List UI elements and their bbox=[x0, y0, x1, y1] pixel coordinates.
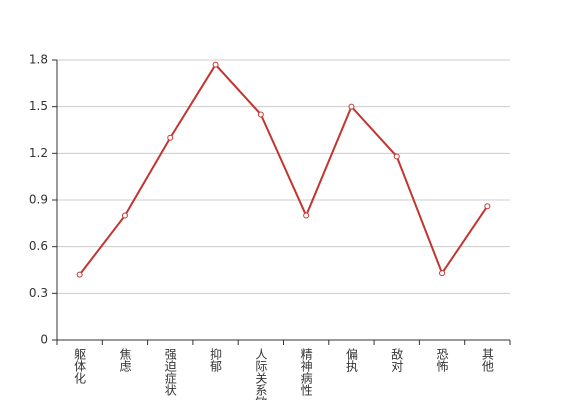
point bbox=[121, 212, 128, 219]
x-tick-label: 强迫症状 bbox=[163, 348, 177, 396]
point bbox=[439, 270, 446, 277]
y-tick-label: 1.8 bbox=[29, 53, 48, 67]
x-tick-label: 其他 bbox=[480, 348, 494, 372]
x-tick-label: 敌对 bbox=[390, 347, 404, 372]
x-tick-label: 精神病性 bbox=[299, 348, 313, 397]
y-tick-label: 0.6 bbox=[29, 239, 48, 253]
point bbox=[348, 103, 355, 110]
point bbox=[303, 212, 310, 219]
x-tick-label: 恐怖 bbox=[435, 348, 449, 372]
point bbox=[484, 203, 491, 210]
x-tick-label: 人际关系敏感 bbox=[254, 348, 268, 400]
x-tick-label: 偏执 bbox=[344, 347, 358, 373]
x-tick-label: 抑郁 bbox=[209, 347, 223, 373]
y-tick-label: 0 bbox=[40, 333, 48, 347]
y-tick-label: 0.9 bbox=[29, 193, 48, 207]
point bbox=[167, 134, 174, 141]
point bbox=[257, 111, 264, 118]
y-tick-label: 1.2 bbox=[29, 146, 48, 160]
point bbox=[76, 271, 83, 278]
y-tick-label: 0.3 bbox=[29, 286, 48, 300]
x-tick-label: 焦虑 bbox=[118, 348, 132, 372]
line bbox=[78, 63, 489, 276]
y-tick-label: 1.5 bbox=[29, 99, 48, 113]
x-tick-label: 躯体化 bbox=[73, 347, 87, 385]
point bbox=[212, 61, 219, 68]
point bbox=[393, 153, 400, 160]
